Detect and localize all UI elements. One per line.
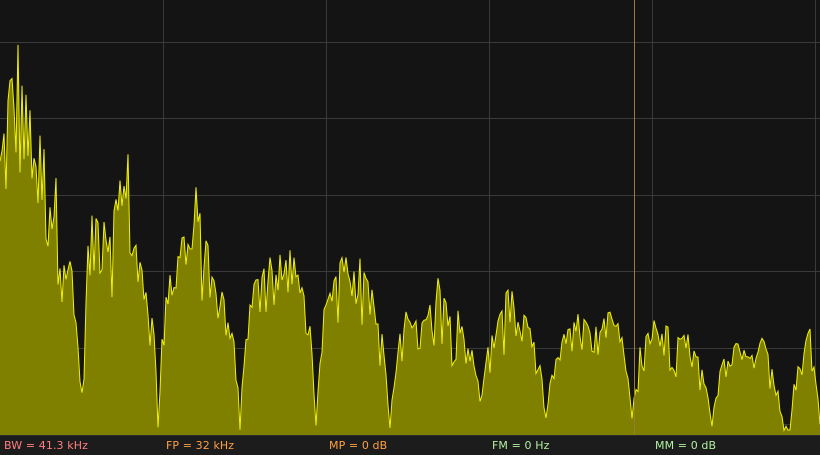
peak-magnitude-readout: MP = 0 dB <box>329 439 388 452</box>
marker-frequency-readout: FM = 0 Hz <box>492 439 550 452</box>
spectrum-trace-fill <box>0 44 820 435</box>
status-bar: BW = 41.3 kHz FP = 32 kHz MP = 0 dB FM =… <box>0 435 820 455</box>
spectrum-trace-line <box>0 44 820 433</box>
peak-frequency-readout: FP = 32 kHz <box>166 439 235 452</box>
marker-magnitude-readout: MM = 0 dB <box>655 439 717 452</box>
spectrum-plot[interactable] <box>0 0 820 435</box>
bandwidth-readout: BW = 41.3 kHz <box>4 439 88 452</box>
